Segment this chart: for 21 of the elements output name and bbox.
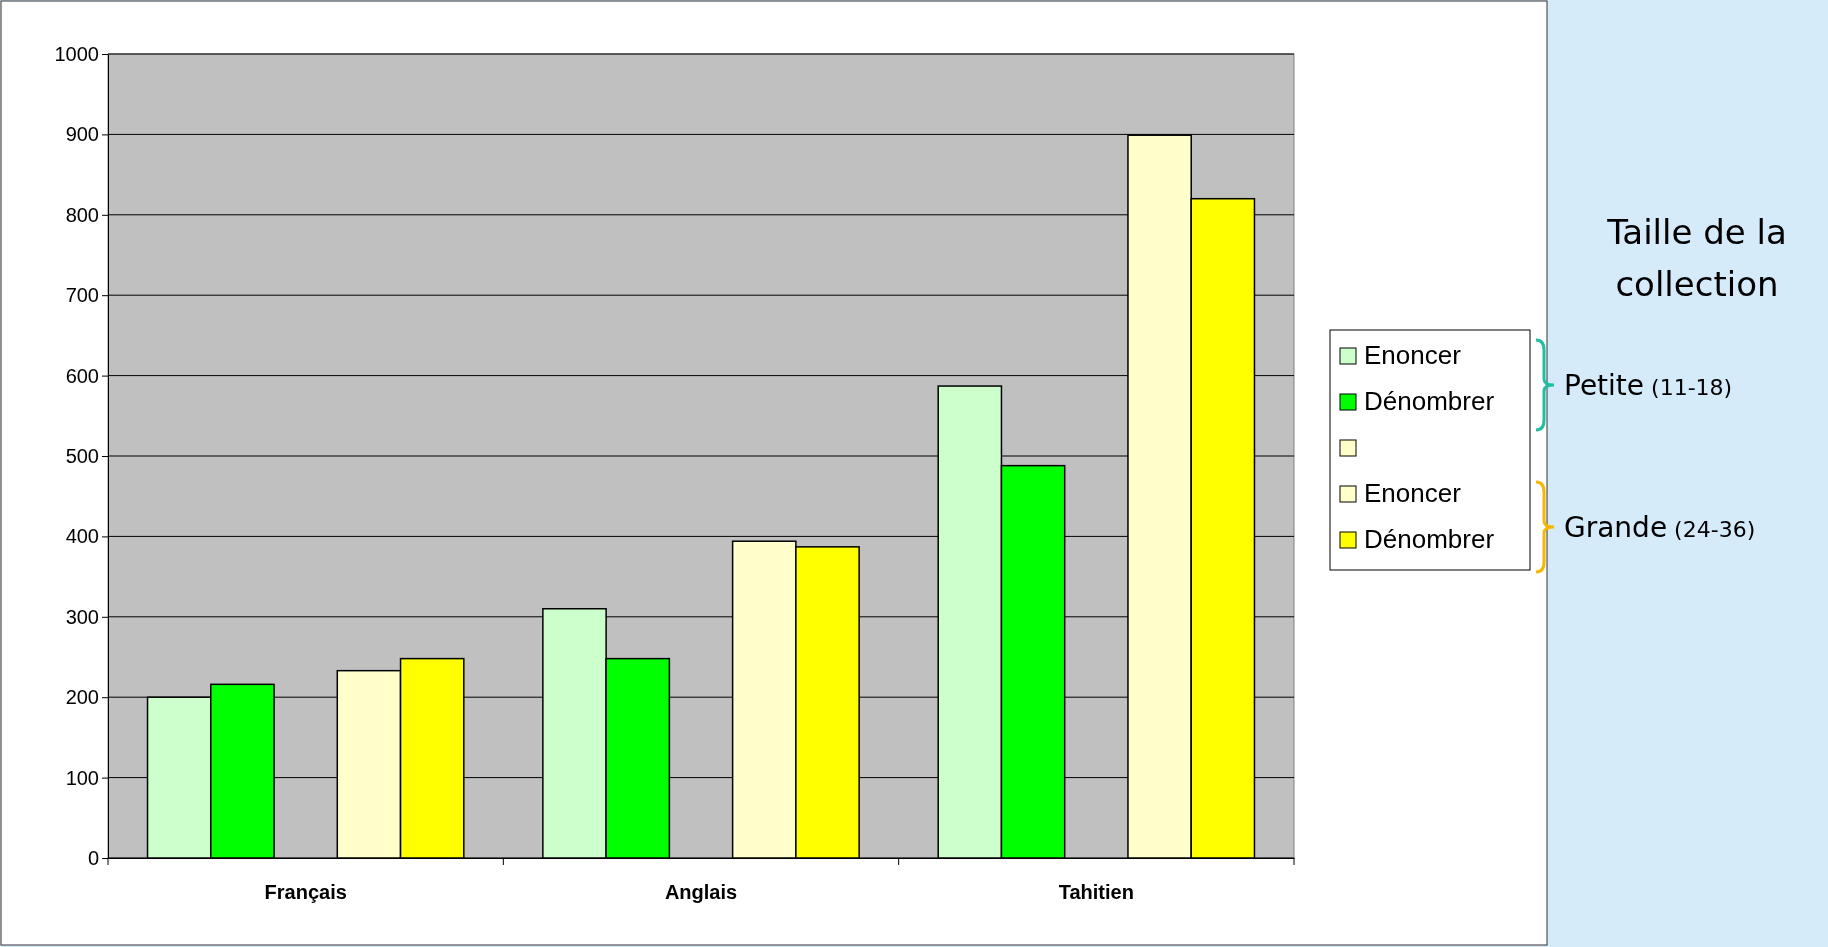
text: Petite (11-18)	[1564, 369, 1733, 402]
y-tick-label: 800	[65, 203, 99, 226]
y-tick-label: 400	[65, 525, 99, 548]
x-tick-label: Anglais	[664, 881, 738, 903]
y-tick-label: 200	[65, 686, 99, 709]
legend-label: Enoncer	[1364, 478, 1462, 508]
y-tick-label: 600	[65, 364, 99, 387]
y-tick-label: 1000	[54, 42, 99, 65]
y-tick-label: 700	[65, 284, 99, 307]
x-tick-label: Français	[264, 881, 347, 903]
y-tick-label: 100	[65, 766, 99, 789]
legend-label: Enoncer	[1364, 340, 1462, 370]
y-tick-label: 500	[65, 444, 99, 467]
x-tick-label: Tahitien	[1058, 881, 1134, 903]
legend-label: Dénombrer	[1364, 524, 1495, 554]
text: Taille de la collection	[1606, 212, 1787, 304]
y-tick-label: 900	[65, 123, 99, 146]
text: Grande (24-36)	[1564, 511, 1756, 544]
legend-label: Dénombrer	[1364, 386, 1495, 416]
y-tick-label: 300	[65, 605, 99, 628]
y-tick-label: 0	[87, 846, 99, 869]
